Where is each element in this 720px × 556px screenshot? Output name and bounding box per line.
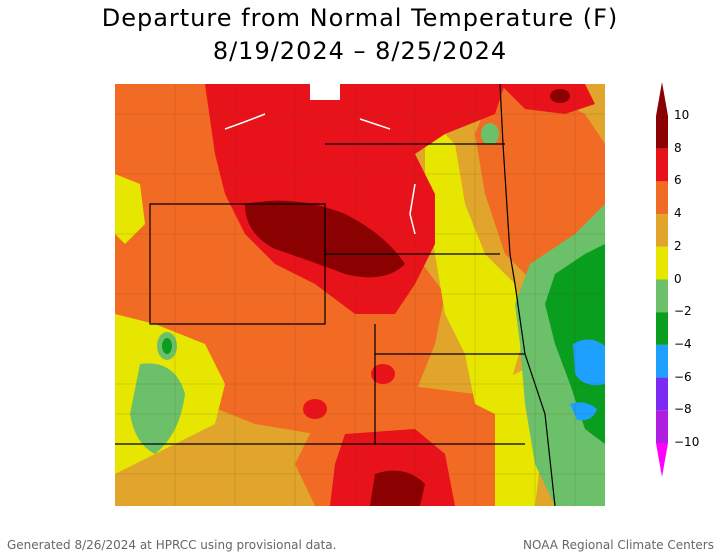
map-title: Departure from Normal Temperature (F) [101,4,619,32]
footer-agency: NOAA Regional Climate Centers [523,538,714,552]
blue-cold-spot-1 [573,339,605,386]
footer-generated-note: Generated 8/26/2024 at HPRCC using provi… [7,538,337,552]
river-platte [409,183,416,235]
border-wyoming [149,203,326,325]
map-date-range: 8/19/2024 – 8/25/2024 [212,37,508,65]
green-spot-north [481,123,499,145]
river-missouri [224,113,391,130]
legend-arrow-bottom [656,443,668,477]
legend-tick-label: −8 [674,402,692,417]
red-spot-central [371,364,395,384]
legend-tick-label: −6 [674,369,692,384]
legend-tick-label: 2 [674,238,682,253]
legend-swatch [656,410,668,443]
legend-arrow-top [656,82,668,116]
legend-swatch [656,116,668,149]
legend-swatch [656,181,668,215]
legend-swatch [656,246,668,280]
legend-tick-label: 10 [674,108,690,122]
legend-tick-label: 4 [674,206,682,221]
legend-swatch [656,148,668,182]
darkgreen-spot-west [162,338,172,354]
legend-swatch [656,214,668,247]
legend-swatch [656,344,668,378]
rivers [224,113,416,235]
legend-tick-label: −10 [674,435,700,449]
legend-tick-label: 8 [674,140,682,155]
blue-cold-spot-2 [570,402,597,421]
legend-tick-label: 6 [674,173,682,188]
legend-tick-label: −4 [674,336,692,351]
legend-swatch [656,377,668,411]
temperature-departure-map [115,84,605,506]
lake-sakakawea [310,84,340,100]
color-legend: 10 8 6 4 2 0 −2 −4 −6 −8 −10 [652,80,712,480]
legend-swatch [656,279,668,313]
hot-spot-northeast [550,89,570,103]
legend-tick-label: −2 [674,304,692,319]
hot-core-south [370,470,425,506]
legend-swatch [656,312,668,345]
red-zone-northeast [500,84,595,114]
red-spot-southwest [303,399,327,419]
yellow-zone-west-edge [115,174,145,244]
legend-tick-label: 0 [674,271,682,286]
green-zone-southwest [130,363,185,454]
county-grid [115,84,605,506]
